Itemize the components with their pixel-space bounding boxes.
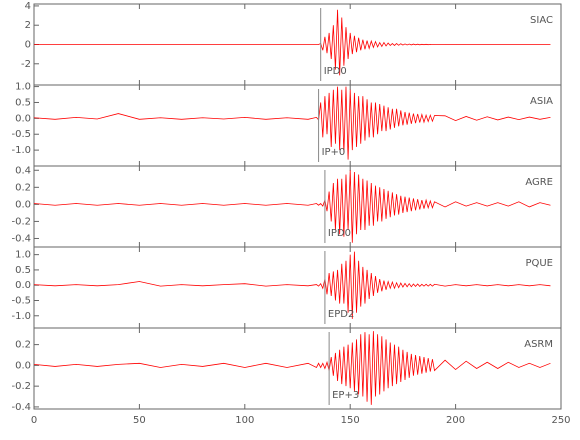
waveform [33,331,551,405]
y-tick-label: 0.0 [15,113,31,124]
station-label: AGRE [525,177,553,188]
y-tick-label: -0.5 [11,129,31,140]
panel-frame [33,327,562,410]
waveform [34,9,551,76]
pick-label: IPD0 [328,228,351,239]
y-tick-label: -0.5 [11,295,31,306]
y-tick-label: 0.4 [15,165,31,176]
station-label: PQUE [525,258,553,269]
station-label: ASIA [530,96,553,107]
x-tick-label: 250 [551,415,570,426]
x-tick-label: 200 [446,415,465,426]
x-tick-label: 150 [341,415,360,426]
y-tick-label: 0.0 [15,360,31,371]
x-tick-label: 50 [133,415,146,426]
y-tick-label: 0.5 [15,265,31,276]
panel-frame [33,246,562,329]
y-tick-label: 0.5 [15,97,31,108]
x-tick-label: 100 [235,415,254,426]
station-label: ASRM [524,339,553,350]
pick-label: IP+0 [322,147,346,158]
y-tick-label: -0.4 [11,402,31,413]
panel-frame [33,84,562,167]
y-tick-label: 1.0 [15,82,31,93]
waveform [33,170,551,243]
y-tick-label: -0.4 [11,233,31,244]
pick-label: EPD2 [328,309,354,320]
y-tick-label: 4 [25,1,31,12]
pick-label: IPD0 [324,66,347,77]
y-tick-label: -1.0 [11,311,31,322]
waveform [33,86,551,160]
y-tick-label: 1.0 [15,250,31,261]
y-tick-label: -0.2 [11,216,31,227]
y-tick-label: 2 [25,20,31,31]
x-tick-label: 0 [31,415,37,426]
y-tick-label: 0.2 [15,182,31,193]
y-tick-label: 0.0 [15,199,31,210]
panel-frame [33,165,562,248]
station-label: SIAC [530,15,553,26]
y-tick-label: 0.2 [15,340,31,351]
y-tick-label: -1.0 [11,145,31,156]
y-tick-label: -0.2 [11,381,31,392]
y-tick-label: 0 [25,40,31,51]
y-tick-label: -2 [21,59,31,70]
waveform [33,251,551,319]
pick-label: EP+3 [332,390,359,401]
y-tick-label: 0.0 [15,280,31,291]
